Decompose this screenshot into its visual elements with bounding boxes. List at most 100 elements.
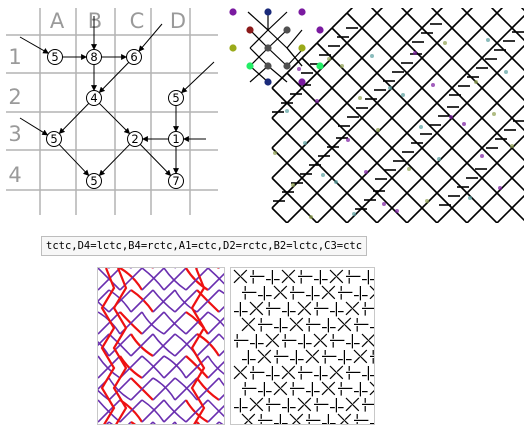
lace-stroke: [329, 372, 337, 380]
thread-segment: [376, 207, 393, 223]
lace-stroke: [386, 414, 399, 427]
thread-segment: [511, 147, 524, 162]
thread-curve: [329, 290, 351, 312]
stitch-node-label: 7: [172, 174, 179, 188]
thread-curve: [263, 334, 285, 356]
colored-diagram-border: [97, 267, 225, 425]
pin-dot: [419, 125, 423, 129]
thread-segment: [421, 132, 438, 149]
pin-dot: [407, 167, 411, 171]
lace-stroke: [361, 333, 374, 347]
thread-curve: [373, 422, 395, 431]
thread-curve: [10, 224, 32, 246]
thread-curve: [98, 332, 99, 334]
lace-stroke: [289, 413, 301, 424]
thread-curve: [0, 224, 10, 246]
thread-curve: [395, 422, 417, 431]
thread-curve: [65, 378, 87, 400]
thread-segment: [452, 238, 467, 253]
lace-stroke: [305, 349, 320, 364]
thread-segment: [271, 207, 288, 223]
lace-stroke: [296, 413, 304, 421]
thread-curve: [395, 334, 417, 356]
thread-segment: [286, 147, 303, 164]
thread-curve: [152, 289, 176, 313]
lace-stroke: [329, 276, 337, 284]
thread-curve: [207, 316, 224, 335]
thread-curve: [54, 312, 76, 334]
key-line: [249, 29, 269, 49]
thread-segment: [406, 117, 423, 134]
lace-stroke: [369, 389, 374, 396]
lace-stroke: [304, 301, 312, 309]
thread-curve: [65, 422, 87, 431]
thread-segment: [346, 42, 363, 59]
thread-curve: [174, 333, 198, 357]
pin-dot: [437, 157, 441, 161]
thread-curve: [10, 312, 32, 334]
thread-curve: [54, 356, 76, 378]
stitch-node-circle: [126, 49, 142, 65]
thread-curve: [241, 334, 263, 356]
thread-curve: [218, 289, 224, 295]
thread-curve: [218, 305, 224, 313]
thread-segment: [436, 162, 453, 179]
thread-segment: [421, 147, 438, 164]
thread-segment: [391, 132, 408, 149]
lace-stroke: [248, 413, 256, 421]
lace-stroke: [320, 333, 328, 341]
thread-curve: [351, 334, 373, 356]
thread-curve: [285, 422, 307, 431]
thread-curve: [141, 355, 165, 379]
thread-curve: [43, 290, 65, 312]
thread-curve: [130, 377, 154, 401]
thread-curve: [119, 311, 143, 335]
thread-curve: [285, 422, 307, 431]
lace-stroke: [386, 421, 392, 427]
thread-segment: [406, 42, 423, 59]
thread-curve: [98, 289, 110, 303]
thread-segment: [331, 162, 348, 179]
row-labels: 1 2 3 4: [8, 45, 21, 187]
thread-curve: [340, 268, 362, 290]
thread-segment: [271, 72, 288, 89]
pin-dot: [334, 180, 338, 184]
stitch-node-label: 5: [50, 132, 57, 146]
pin-dot: [315, 99, 319, 103]
stitch-node-circle: [168, 131, 184, 147]
thread-segment: [391, 27, 408, 44]
grid-lines: [6, 8, 218, 215]
thread-segment: [496, 12, 513, 29]
thread-segment: [391, 102, 408, 119]
thread-segment: [421, 177, 438, 194]
thread-curve: [98, 389, 110, 401]
thread-curve: [373, 290, 395, 312]
thread-curve: [54, 268, 76, 290]
lace-stroke: [281, 372, 289, 380]
pin-dot: [504, 70, 508, 74]
thread-curve: [0, 378, 21, 400]
thread-segment: [451, 12, 468, 29]
thread-curve: [196, 333, 220, 357]
thread-segment: [466, 42, 483, 59]
thread-segment: [481, 42, 498, 59]
thread-segment: [421, 27, 438, 44]
stitch-code-caption: tctc,D4=lctc,B4=rctc,A1=ctc,D2=rctc,B2=l…: [41, 236, 368, 256]
lace-stroke: [273, 285, 288, 300]
thread-segment: [301, 102, 318, 119]
thread-segment: [286, 117, 303, 134]
thread-segment: [451, 102, 468, 119]
thread-segment: [346, 162, 363, 179]
lace-stroke: [337, 317, 352, 332]
thread-curve: [241, 290, 263, 312]
lace-stroke: [241, 317, 256, 332]
thread-segment: [511, 44, 524, 59]
pair-arrow: [98, 102, 131, 135]
thread-curve: [329, 290, 351, 312]
lace-stroke: [297, 404, 305, 412]
thread-curve: [196, 289, 220, 313]
lace-stroke: [368, 333, 374, 341]
lace-stroke: [288, 269, 296, 277]
thread-segment: [451, 117, 468, 134]
